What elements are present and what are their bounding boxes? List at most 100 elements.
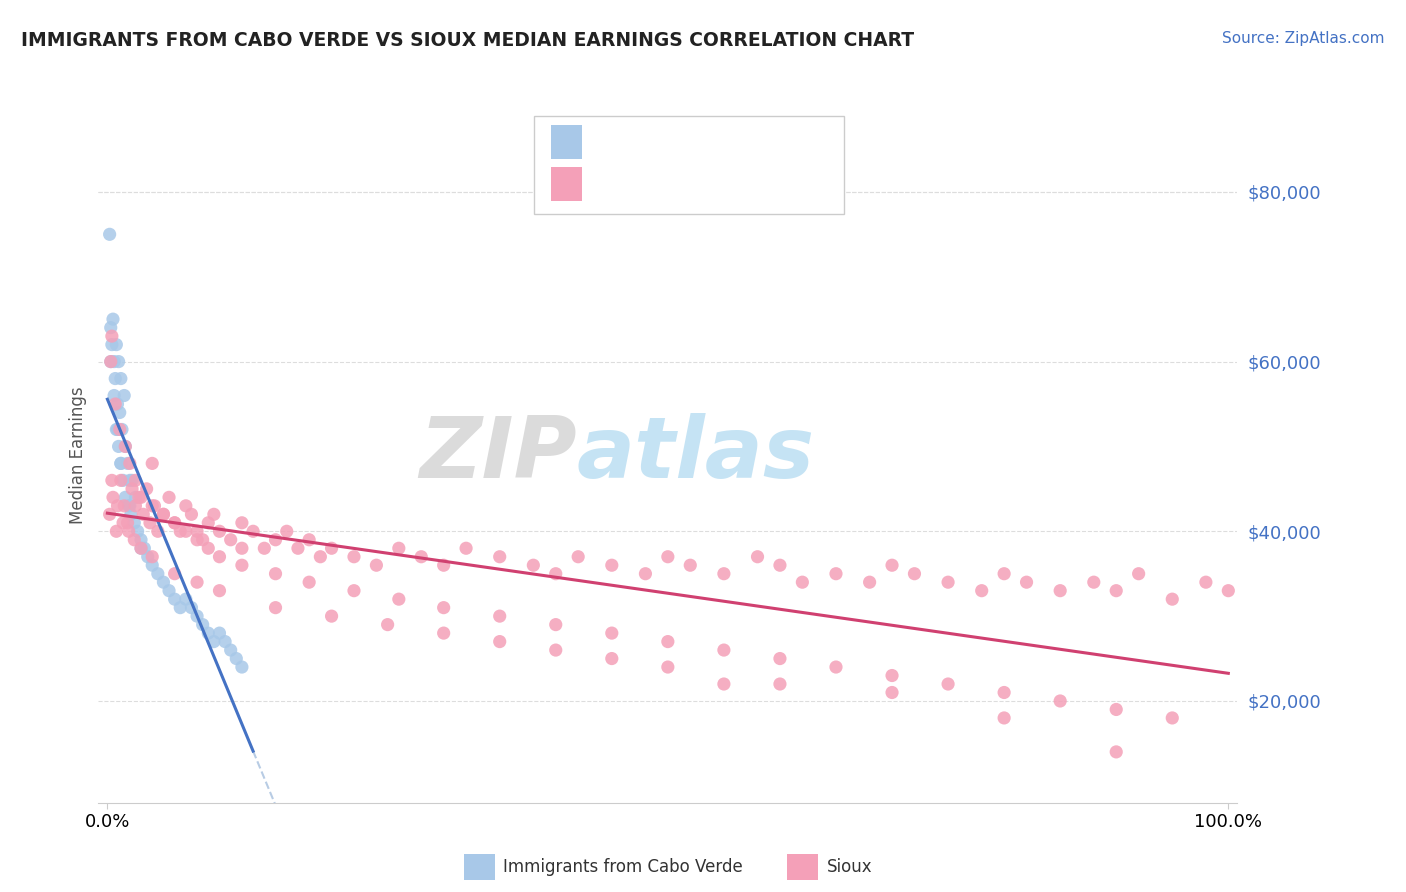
- Point: [792, 575, 814, 590]
- Point: [124, 491, 146, 505]
- Point: [1128, 566, 1150, 581]
- Point: [110, 457, 132, 471]
- Point: [143, 499, 166, 513]
- Point: [107, 397, 129, 411]
- Point: [231, 516, 253, 530]
- Point: [1015, 575, 1038, 590]
- Point: [769, 651, 792, 665]
- Point: [657, 634, 679, 648]
- Point: [713, 566, 735, 581]
- Point: [433, 626, 456, 640]
- Point: [657, 660, 679, 674]
- Point: [298, 575, 321, 590]
- Point: [343, 583, 366, 598]
- Point: [859, 575, 882, 590]
- Point: [321, 609, 343, 624]
- Point: [134, 541, 156, 556]
- Point: [903, 566, 925, 581]
- Point: [769, 677, 792, 691]
- Point: [105, 524, 128, 539]
- Point: [880, 685, 903, 699]
- Point: [1083, 575, 1105, 590]
- Point: [186, 609, 208, 624]
- Point: [114, 439, 136, 453]
- Point: [544, 566, 567, 581]
- Text: Immigrants from Cabo Verde: Immigrants from Cabo Verde: [503, 858, 744, 876]
- Point: [366, 558, 388, 573]
- Point: [231, 541, 253, 556]
- Point: [276, 524, 298, 539]
- Point: [163, 566, 186, 581]
- Point: [544, 617, 567, 632]
- Point: [174, 524, 197, 539]
- Point: [411, 549, 433, 564]
- Point: [180, 508, 202, 522]
- Point: [100, 354, 122, 368]
- Point: [146, 566, 169, 581]
- Point: [135, 482, 157, 496]
- Point: [163, 592, 186, 607]
- Point: [488, 609, 510, 624]
- Point: [287, 541, 309, 556]
- Point: [110, 474, 132, 488]
- Point: [231, 660, 253, 674]
- Point: [112, 388, 135, 402]
- Point: [264, 533, 287, 547]
- Point: [108, 405, 131, 419]
- Point: [679, 558, 702, 573]
- Point: [152, 508, 174, 522]
- Point: [103, 388, 125, 402]
- Point: [208, 626, 231, 640]
- Point: [104, 397, 127, 411]
- Point: [114, 439, 136, 453]
- Point: [121, 482, 143, 496]
- Point: [1049, 583, 1071, 598]
- Point: [141, 499, 163, 513]
- Point: [121, 474, 143, 488]
- Text: atlas: atlas: [576, 413, 815, 497]
- Point: [225, 651, 247, 665]
- Point: [101, 337, 124, 351]
- Point: [433, 600, 456, 615]
- Point: [129, 541, 152, 556]
- Point: [231, 558, 253, 573]
- Point: [208, 524, 231, 539]
- Point: [197, 541, 219, 556]
- Point: [1105, 702, 1128, 716]
- Text: R = -0.326   N =  53: R = -0.326 N = 53: [593, 133, 776, 151]
- Point: [101, 491, 124, 505]
- Point: [1218, 583, 1240, 598]
- Point: [1105, 745, 1128, 759]
- Point: [103, 354, 125, 368]
- Point: [163, 516, 186, 530]
- Text: Source: ZipAtlas.com: Source: ZipAtlas.com: [1222, 31, 1385, 46]
- Point: [377, 617, 399, 632]
- Point: [98, 227, 121, 242]
- Point: [157, 491, 180, 505]
- Point: [1195, 575, 1218, 590]
- Point: [747, 549, 769, 564]
- Point: [117, 457, 139, 471]
- Point: [105, 337, 128, 351]
- Point: [107, 499, 129, 513]
- Point: [107, 439, 129, 453]
- Point: [970, 583, 993, 598]
- Point: [880, 558, 903, 573]
- Point: [128, 491, 150, 505]
- Point: [141, 558, 163, 573]
- Point: [139, 516, 162, 530]
- Point: [124, 474, 146, 488]
- Point: [657, 549, 679, 564]
- Point: [101, 474, 124, 488]
- Point: [202, 634, 225, 648]
- Point: [522, 558, 544, 573]
- Point: [152, 575, 174, 590]
- Point: [197, 626, 219, 640]
- Point: [936, 677, 959, 691]
- Point: [634, 566, 657, 581]
- Text: R = -0.426   N = 127: R = -0.426 N = 127: [593, 175, 782, 193]
- Text: IMMIGRANTS FROM CABO VERDE VS SIOUX MEDIAN EARNINGS CORRELATION CHART: IMMIGRANTS FROM CABO VERDE VS SIOUX MEDI…: [21, 31, 914, 50]
- Point: [298, 533, 321, 547]
- Point: [124, 533, 146, 547]
- Point: [169, 524, 191, 539]
